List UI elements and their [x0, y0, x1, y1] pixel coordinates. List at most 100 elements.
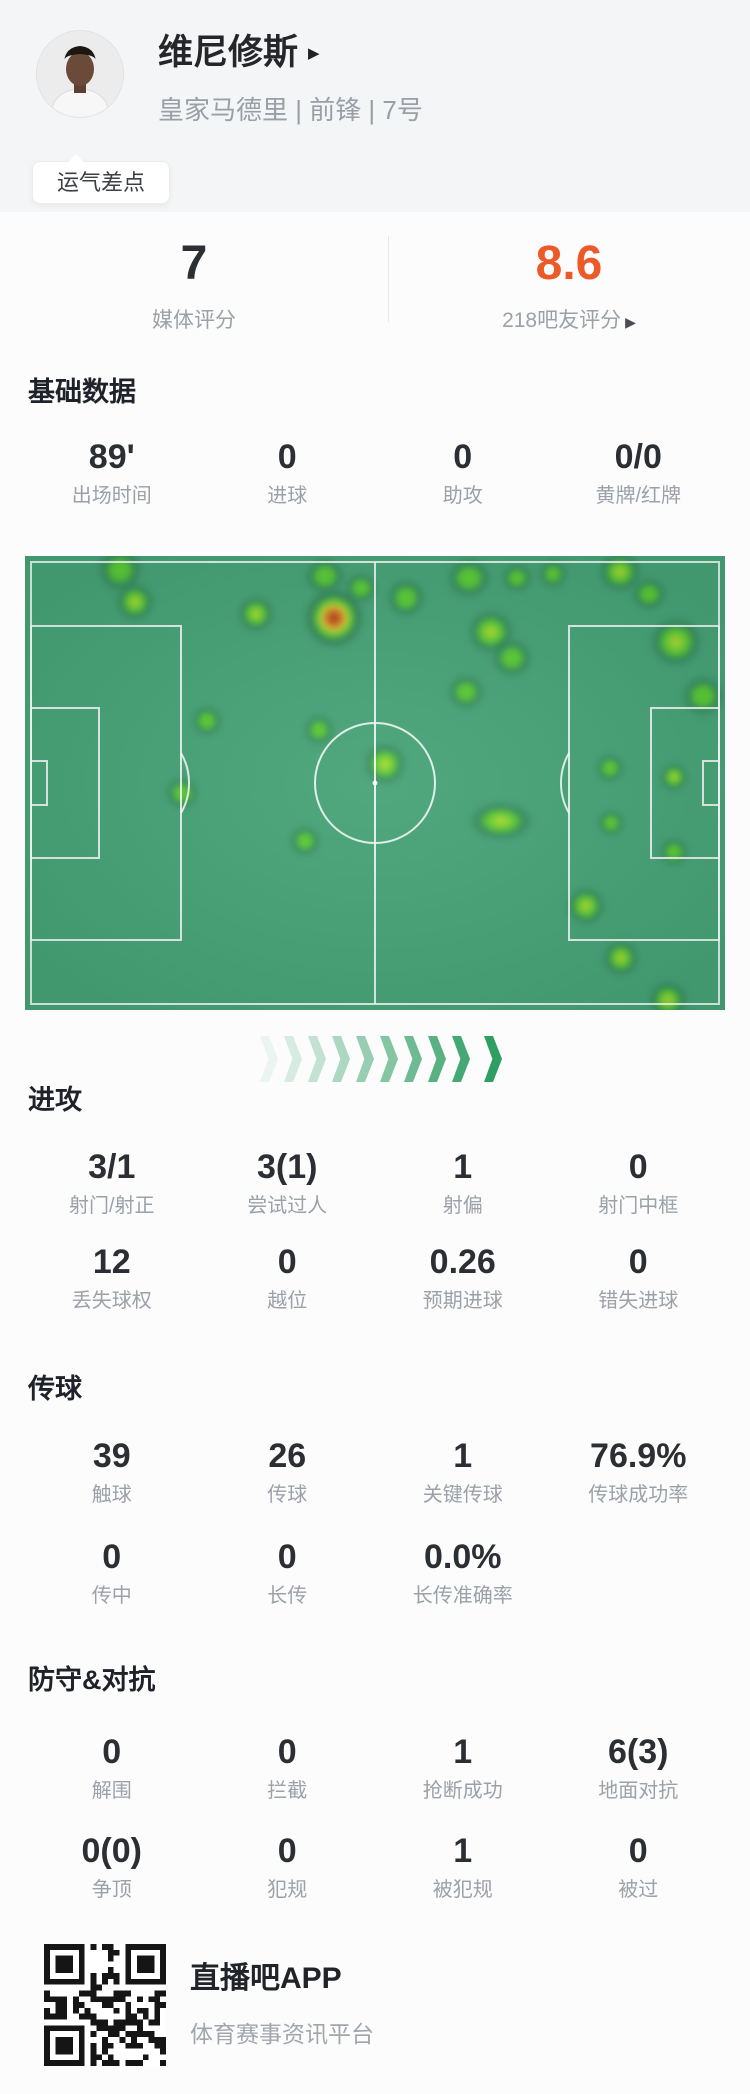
- section-title: 基础数据: [28, 377, 136, 407]
- app-tagline: 体育赛事资讯平台: [190, 2021, 374, 2047]
- stat-label: 传球成功率: [588, 1484, 689, 1506]
- chevron-icon: [308, 1036, 326, 1082]
- heat-blob: [491, 638, 533, 678]
- stat-cell: 3/1 射门/射正: [24, 1145, 200, 1219]
- fans-rating[interactable]: 8.6 218吧友评分 ▶: [388, 236, 750, 335]
- stat-cell: 0(0) 争顶: [24, 1829, 200, 1903]
- stat-row: 3/1 射门/射正 3(1) 尝试过人 1 射偏 0 射门中框: [24, 1145, 726, 1219]
- stat-row: 89' 出场时间 0 进球 0 助攻 0/0 黄牌/红牌: [24, 435, 726, 509]
- section-title: 防守&对抗: [28, 1665, 156, 1695]
- heat-blob: [566, 886, 606, 926]
- heat-blob: [386, 578, 426, 618]
- stat-cell: 0 射门中框: [551, 1145, 727, 1219]
- pitch-vignette: [25, 556, 725, 1010]
- stat-value: 0.26: [429, 1243, 496, 1281]
- stat-label: 错失进球: [598, 1290, 679, 1312]
- player-name-row[interactable]: 维尼修斯 ▶: [158, 32, 320, 74]
- stat-row: 0 解围 0 拦截 1 抢断成功 6(3) 地面对抗: [24, 1730, 726, 1804]
- stat-label: 犯规: [267, 1879, 308, 1901]
- heat-blob: [237, 595, 275, 633]
- stat-cell: 1 抢断成功: [375, 1730, 551, 1804]
- stat-value: 0: [628, 1832, 648, 1870]
- stat-cell: 0.0% 长传准确率: [375, 1535, 551, 1609]
- player-avatar: [36, 30, 124, 118]
- stat-cell: 0 长传: [200, 1535, 376, 1609]
- stat-value: 0.0%: [424, 1538, 502, 1576]
- heat-blob: [446, 557, 492, 599]
- stat-value: 1: [453, 1832, 473, 1870]
- stat-label: 丢失球权: [71, 1290, 152, 1312]
- stat-value: 0: [277, 438, 297, 476]
- stat-label: 出场时间: [71, 485, 152, 507]
- heat-blob: [602, 939, 640, 977]
- stat-cell: 0.26 预期进球: [375, 1240, 551, 1314]
- heat-blob: [597, 809, 625, 837]
- stat-cell: 76.9% 传球成功率: [551, 1434, 727, 1508]
- stat-cell: 1 关键传球: [375, 1434, 551, 1508]
- stat-cell: 6(3) 地面对抗: [551, 1730, 727, 1804]
- stat-cell: 1 射偏: [375, 1145, 551, 1219]
- stat-label: 助攻: [442, 485, 483, 507]
- chevron-icon: [284, 1036, 302, 1082]
- heat-blob: [501, 563, 533, 593]
- player-meta: 皇家马德里 | 前锋 | 7号: [158, 95, 423, 125]
- stat-value: 0: [102, 1538, 122, 1576]
- fans-rating-label: 218吧友评分 ▶: [502, 309, 636, 332]
- stat-row: 0 传中 0 长传 0.0% 长传准确率: [24, 1535, 726, 1609]
- player-photo-placeholder: [37, 31, 123, 117]
- heat-blob: [538, 559, 568, 589]
- stat-label: 触球: [91, 1484, 132, 1506]
- stat-value: 1: [453, 1148, 473, 1186]
- stat-value: 26: [268, 1437, 307, 1475]
- stat-value: 0: [453, 438, 473, 476]
- stat-value: 0: [628, 1148, 648, 1186]
- stat-label: 尝试过人: [247, 1195, 328, 1217]
- stat-label: 预期进球: [422, 1290, 503, 1312]
- heat-blob: [659, 762, 689, 792]
- stat-value: 6(3): [608, 1733, 669, 1771]
- media-rating-label: 媒体评分: [152, 309, 236, 332]
- stat-label: 拦截: [267, 1780, 308, 1802]
- ratings-divider: [388, 236, 389, 322]
- stat-label: 黄牌/红牌: [595, 485, 682, 507]
- heat-blob: [191, 705, 223, 737]
- stat-label: 射门中框: [598, 1195, 679, 1217]
- chevron-icon: [404, 1036, 422, 1082]
- stat-cell: 0 越位: [200, 1240, 376, 1314]
- stat-label: 长传: [267, 1585, 308, 1607]
- stat-cell: 12 丢失球权: [24, 1240, 200, 1314]
- stat-label: 关键传球: [422, 1484, 503, 1506]
- stat-cell: 0 助攻: [375, 435, 551, 509]
- performance-badge: 运气差点: [32, 154, 171, 204]
- stat-value: 0(0): [81, 1832, 142, 1870]
- stat-value: 0: [628, 1243, 648, 1281]
- chevron-icon: [260, 1036, 278, 1082]
- stat-value: 89': [88, 438, 135, 476]
- heat-blob: [468, 801, 534, 841]
- stat-value: 1: [453, 1437, 473, 1475]
- section-title: 传球: [28, 1374, 82, 1404]
- stat-label: 地面对抗: [598, 1780, 679, 1802]
- stat-label: 解围: [91, 1780, 132, 1802]
- stat-row: 39 触球 26 传球 1 关键传球 76.9% 传球成功率: [24, 1434, 726, 1508]
- ratings-row: 7 媒体评分 8.6 218吧友评分 ▶: [0, 236, 750, 346]
- stat-label: 争顶: [91, 1879, 132, 1901]
- stat-value: 0: [102, 1733, 122, 1771]
- chevron-icon: [356, 1036, 374, 1082]
- stat-label: 越位: [267, 1290, 308, 1312]
- stat-cell: 0 犯规: [200, 1829, 376, 1903]
- fans-rating-arrow-icon: ▶: [625, 314, 636, 330]
- player-name: 维尼修斯: [158, 33, 299, 72]
- stat-cell: 0 错失进球: [551, 1240, 727, 1314]
- stat-cell: 0 解围: [24, 1730, 200, 1804]
- heat-blob: [595, 753, 625, 783]
- stat-value: 12: [92, 1243, 131, 1281]
- chevron-icon: [380, 1036, 398, 1082]
- app-name: 直播吧APP: [190, 1962, 342, 1995]
- stat-value: 3(1): [257, 1148, 318, 1186]
- heat-blob: [447, 674, 485, 710]
- section-title: 进攻: [28, 1085, 82, 1115]
- stat-label: 抢断成功: [422, 1780, 503, 1802]
- stat-label: 被过: [618, 1879, 659, 1901]
